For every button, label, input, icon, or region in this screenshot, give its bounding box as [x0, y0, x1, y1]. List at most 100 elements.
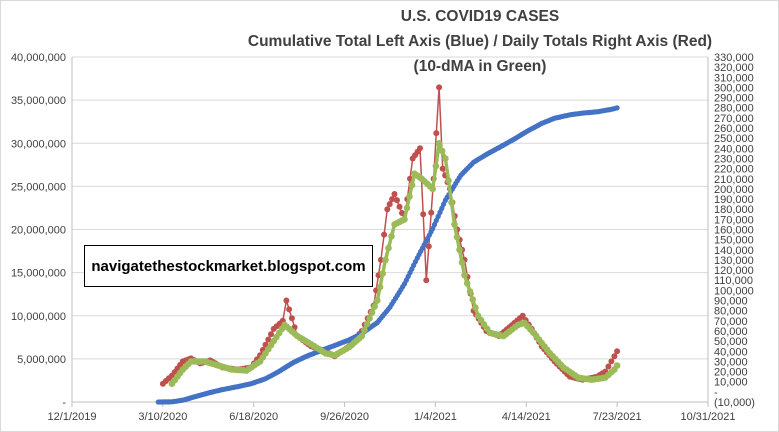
- left-axis-ticks: - 5,000,000 10,000,000 15,000,000 20,000,000…: [11, 52, 66, 409]
- x-tick-label: 12/1/2019: [48, 411, 97, 423]
- right-tick-label: 240,000: [714, 143, 754, 155]
- right-tick-label: 90,000: [714, 296, 748, 308]
- data-point: [461, 271, 468, 279]
- right-tick-label: 290,000: [714, 93, 754, 105]
- data-point: [432, 162, 440, 170]
- right-tick-label: 270,000: [714, 113, 754, 125]
- right-tick-label: 110,000: [714, 275, 753, 287]
- data-point: [366, 315, 373, 322]
- chart-title: U.S. COVID19 CASES: [400, 8, 560, 25]
- data-point: [436, 84, 443, 91]
- right-tick-label: 160,000: [714, 225, 754, 237]
- data-point: [433, 130, 440, 137]
- right-tick-label: 250,000: [714, 133, 754, 145]
- data-point: [608, 358, 615, 365]
- series-10-dma: [168, 140, 621, 388]
- right-tick-label: 320,000: [714, 62, 754, 74]
- data-point: [391, 191, 398, 197]
- right-tick-label: 220,000: [714, 164, 754, 176]
- right-tick-label: 60,000: [714, 326, 748, 338]
- x-tick-label: 4/14/2021: [502, 411, 551, 423]
- left-tick-label: 20,000,000: [11, 225, 66, 237]
- data-point: [605, 363, 612, 370]
- data-point: [614, 105, 620, 111]
- x-tick-label: 7/23/2021: [593, 411, 642, 423]
- data-point: [389, 196, 396, 203]
- right-tick-label: -: [714, 387, 718, 399]
- data-point: [417, 145, 423, 152]
- data-point: [430, 226, 436, 232]
- watermark-text: navigatethestockmarket.blogspot.com: [91, 257, 366, 275]
- data-point: [428, 209, 435, 216]
- right-tick-label: (10,000): [714, 397, 755, 409]
- chart-subtitle-line-1: Cumulative Total Left Axis (Blue) / Dail…: [247, 33, 713, 50]
- data-point: [463, 280, 471, 287]
- data-point: [385, 244, 392, 252]
- left-tick-label: 25,000,000: [11, 181, 66, 193]
- right-tick-label: 280,000: [714, 103, 754, 115]
- data-point: [453, 233, 461, 241]
- data-point: [265, 336, 272, 343]
- data-point: [519, 312, 526, 319]
- x-tick-label: 6/18/2020: [229, 411, 278, 423]
- data-point: [403, 204, 411, 212]
- x-tick-label: 1/4/2021: [414, 411, 457, 423]
- data-point: [472, 304, 479, 311]
- right-tick-label: 40,000: [714, 346, 748, 358]
- right-tick-label: 140,000: [714, 245, 754, 257]
- left-tick-label: 35,000,000: [11, 95, 66, 107]
- data-point: [441, 201, 447, 207]
- data-point: [445, 177, 452, 184]
- right-tick-label: 300,000: [714, 82, 754, 94]
- data-point: [437, 209, 443, 215]
- data-point: [439, 165, 446, 172]
- right-tick-label: 330,000: [714, 52, 754, 64]
- right-tick-label: 190,000: [714, 194, 754, 206]
- x-tick-label: 9/26/2020: [320, 411, 369, 423]
- x-axis-ticks: 12/1/2019 3/10/2020 6/18/2020 9/26/2020 1/4/…: [48, 411, 736, 423]
- data-point: [401, 216, 408, 223]
- data-point: [429, 185, 437, 193]
- right-tick-label: 150,000: [714, 235, 754, 247]
- left-tick-label: 15,000,000: [11, 268, 66, 280]
- data-point: [396, 203, 403, 210]
- left-tick-label: 40,000,000: [11, 52, 66, 64]
- data-point: [439, 205, 445, 211]
- data-point: [420, 211, 427, 218]
- data-point: [408, 181, 416, 189]
- data-point: [451, 221, 458, 228]
- right-tick-label: 230,000: [714, 153, 754, 165]
- data-point: [469, 296, 477, 303]
- right-tick-label: 180,000: [714, 204, 754, 216]
- data-point: [406, 193, 413, 200]
- right-tick-label: 10,000: [714, 377, 748, 389]
- watermark-box: navigatethestockmarket.blogspot.com: [84, 245, 373, 287]
- right-axis-ticks: (10,000)-10,00020,00030,00040,00050,0006…: [714, 52, 755, 409]
- data-point: [384, 206, 391, 213]
- right-tick-label: 130,000: [714, 255, 754, 267]
- right-tick-label: 100,000: [714, 285, 754, 297]
- data-point: [613, 362, 621, 369]
- data-point: [379, 270, 387, 277]
- data-point: [448, 199, 455, 206]
- data-point: [394, 197, 400, 204]
- right-tick-label: 50,000: [714, 336, 748, 348]
- right-tick-label: 170,000: [714, 214, 754, 226]
- x-tick-label: 10/31/2021: [680, 411, 735, 423]
- data-point: [456, 246, 463, 254]
- data-point: [433, 217, 439, 224]
- right-tick-label: 200,000: [714, 184, 754, 196]
- data-point: [374, 297, 381, 304]
- data-point: [382, 256, 389, 264]
- data-point: [466, 288, 474, 295]
- right-tick-label: 310,000: [714, 72, 754, 84]
- data-point: [442, 155, 449, 162]
- data-point: [286, 306, 293, 313]
- right-tick-label: 260,000: [714, 123, 754, 135]
- right-tick-label: 120,000: [714, 265, 754, 277]
- data-point: [611, 353, 618, 360]
- left-tick-label: 30,000,000: [11, 138, 66, 150]
- left-tick-label: 10,000,000: [11, 311, 66, 323]
